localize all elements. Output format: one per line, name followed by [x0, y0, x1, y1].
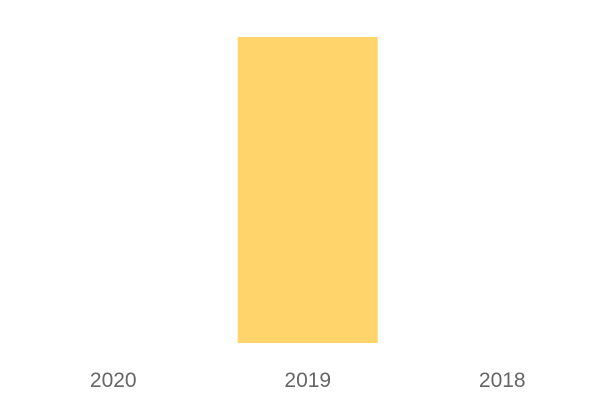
bars	[237, 37, 378, 343]
x-axis-ticks: 2020 2019 2018	[90, 369, 526, 392]
x-tick-label: 2019	[284, 369, 331, 392]
x-tick-label: 2018	[479, 369, 526, 392]
bar-2019	[237, 37, 378, 343]
x-tick-label: 2020	[90, 369, 137, 392]
